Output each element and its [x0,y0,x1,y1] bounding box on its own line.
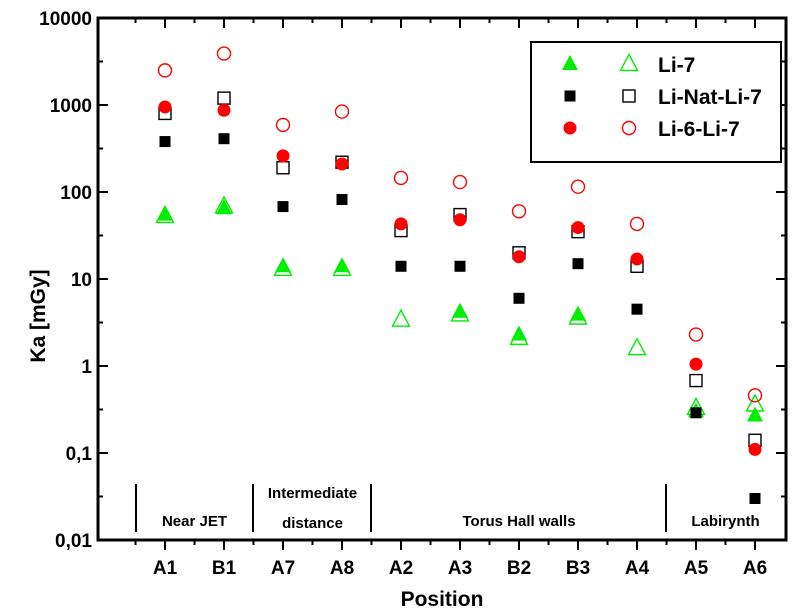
axis-ticks [98,17,786,550]
y-axis-title: Ka [mGy] [27,269,50,362]
data-point-li-7-open [627,337,647,356]
data-point-li-nat-li-7-filled [218,133,230,145]
data-point-li-6-li-7-filled [571,221,585,235]
data-point-li-nat-li-7-filled [395,260,407,272]
data-point-li-6-li-7-open [157,63,173,78]
data-point-li-nat-li-7-filled [454,260,466,272]
y-tick-labels: 0,01 0,1 1 10 100 1000 10000 [39,9,92,552]
data-point-li-6-li-7-open [452,174,468,190]
y-tick-label: 1 [81,357,92,378]
data-point-li-nat-li-7-filled [631,303,643,315]
legend-marker-filled [563,121,577,135]
data-point-li-6-li-7-filled [630,252,644,266]
data-point-li-6-li-7-open [747,388,763,403]
x-tick-label: A5 [684,558,709,579]
data-point-li-6-li-7-open [688,327,704,342]
data-point-li-6-li-7-open [216,46,232,61]
data-point-li-6-li-7-filled [394,217,408,231]
legend: Li-7 Li-Nat-Li-7 Li-6-Li-7 [530,41,782,163]
data-point-li-7-open [391,308,411,327]
data-point-li-nat-li-7-filled [277,201,289,213]
x-tick-label: A6 [743,558,767,579]
data-point-li-6-li-7-open [511,204,527,219]
x-tick-label: A2 [389,558,413,579]
data-point-li-6-li-7-filled [276,149,290,163]
data-point-li-7-filled [157,205,173,221]
data-point-li-6-li-7-filled [748,442,762,456]
legend-marker-filled [562,55,578,70]
data-point-li-7-filled [511,325,527,341]
data-point-li-7-filled [570,305,586,321]
x-tick-label: B3 [566,558,590,579]
data-point-li-6-li-7-filled [217,103,231,117]
data-point-li-7-filled [334,257,350,273]
data-point-li-nat-li-7-filled [159,136,171,148]
data-points [155,46,765,504]
y-tick-label: 0,1 [66,444,93,465]
x-tick-label: B1 [212,558,237,579]
group-label: distance [282,515,343,532]
data-point-li-6-li-7-filled [512,250,526,264]
group-annotations: Near JET Intermediate distance Torus Hall w… [135,484,760,532]
data-point-li-6-li-7-open [275,117,291,133]
data-point-li-6-li-7-filled [158,100,172,114]
data-point-li-nat-li-7-filled [572,258,584,270]
data-point-li-nat-li-7-filled [336,193,348,205]
data-point-li-6-li-7-filled [453,213,467,227]
x-tick-labels: A1 B1 A7 A8 A2 A3 B2 B3 A4 A5 A6 [153,558,767,579]
x-tick-label: A7 [271,558,295,579]
legend-label: Li-6-Li-7 [658,118,740,141]
legend-label: Li-Nat-Li-7 [658,86,762,109]
data-point-li-nat-li-7-filled [749,492,761,504]
y-tick-label: 1000 [50,96,92,117]
legend-label: Li-7 [658,54,695,77]
x-tick-label: A8 [330,558,354,579]
data-point-li-nat-li-7-open [689,373,703,388]
x-tick-label: A4 [625,558,650,579]
data-point-li-6-li-7-open [570,179,586,194]
group-label: Intermediate [268,485,357,502]
group-label: Near JET [162,513,227,530]
legend-marker-open [621,120,637,136]
group-label: Labirynth [691,513,759,530]
legend-marker-open [619,52,639,72]
legend-marker-filled [564,90,576,102]
data-point-li-6-li-7-open [334,104,350,119]
data-point-li-7-filled [452,302,468,318]
y-tick-label: 10000 [39,9,92,30]
x-tick-label: B2 [507,558,531,579]
legend-marker-open [622,89,636,103]
data-point-li-nat-li-7-filled [690,407,702,419]
group-label: Torus Hall walls [462,513,575,530]
data-point-li-6-li-7-filled [335,157,349,171]
x-axis-title: Position [401,588,484,611]
y-tick-label: 10 [71,270,92,291]
x-tick-label: A3 [448,558,472,579]
y-tick-label: 0,01 [55,531,92,552]
data-point-li-6-li-7-open [629,216,645,232]
data-point-li-7-filled [275,257,291,273]
data-point-li-7-filled [216,199,232,215]
data-point-li-7-filled [747,406,763,422]
data-point-li-nat-li-7-filled [513,292,525,304]
y-tick-label: 100 [60,183,92,204]
data-point-li-6-li-7-open [393,170,409,186]
x-tick-label: A1 [153,558,178,579]
data-point-li-6-li-7-filled [689,357,703,371]
